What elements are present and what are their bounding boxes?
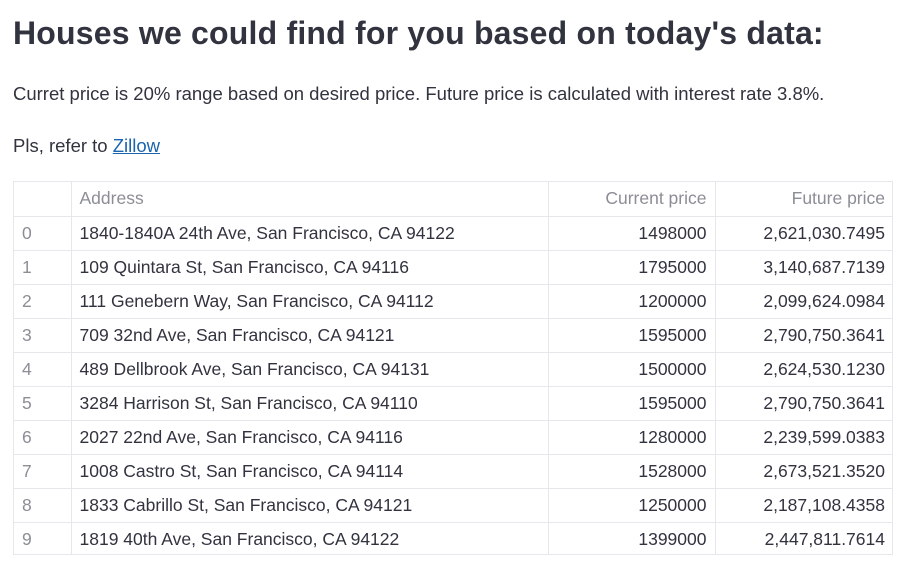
table-row[interactable]: 4 489 Dellbrook Ave, San Francisco, CA 94… [14, 352, 892, 387]
reference-line: Pls, refer to Zillow [13, 133, 160, 159]
row-index-cell[interactable]: 0 [14, 216, 72, 251]
table-row[interactable]: 2 111 Genebern Way, San Francisco, CA 941… [14, 284, 892, 319]
houses-grid: Address Current price Future price 0 1840… [14, 182, 892, 554]
row-index-cell[interactable]: 5 [14, 386, 72, 421]
address-cell[interactable]: 1833 Cabrillo St, San Francisco, CA 9412… [71, 488, 549, 523]
row-index-cell[interactable]: 4 [14, 352, 72, 387]
current-price-cell[interactable]: 1399000 [548, 522, 716, 554]
reference-prefix: Pls, refer to [13, 135, 113, 156]
current-price-column-header[interactable]: Current price [548, 182, 716, 217]
current-price-cell[interactable]: 1795000 [548, 250, 716, 285]
future-price-cell[interactable]: 2,673,521.3520 [715, 454, 892, 489]
table-row[interactable]: 8 1833 Cabrillo St, San Francisco, CA 941… [14, 488, 892, 523]
future-price-cell[interactable]: 2,099,624.0984 [715, 284, 892, 319]
houses-table[interactable]: Address Current price Future price 0 1840… [13, 181, 893, 555]
address-cell[interactable]: 1819 40th Ave, San Francisco, CA 94122 [71, 522, 549, 554]
future-price-cell[interactable]: 2,239,599.0383 [715, 420, 892, 455]
future-price-cell[interactable]: 2,790,750.3641 [715, 386, 892, 421]
table-row[interactable]: 1 109 Quintara St, San Francisco, CA 9411… [14, 250, 892, 285]
row-index-cell[interactable]: 2 [14, 284, 72, 319]
future-price-cell[interactable]: 2,624,530.1230 [715, 352, 892, 387]
table-row[interactable]: 6 2027 22nd Ave, San Francisco, CA 94116 1… [14, 420, 892, 455]
current-price-cell[interactable]: 1498000 [548, 216, 716, 251]
table-row[interactable]: 3 709 32nd Ave, San Francisco, CA 94121 15… [14, 318, 892, 353]
current-price-cell[interactable]: 1528000 [548, 454, 716, 489]
current-price-cell[interactable]: 1280000 [548, 420, 716, 455]
page-title: Houses we could find for you based on to… [13, 15, 824, 51]
table-row[interactable]: 9 1819 40th Ave, San Francisco, CA 94122 1… [14, 522, 892, 554]
zillow-link[interactable]: Zillow [112, 135, 161, 156]
future-price-cell[interactable]: 2,621,030.7495 [715, 216, 892, 251]
row-index-cell[interactable]: 6 [14, 420, 72, 455]
table-row[interactable]: 7 1008 Castro St, San Francisco, CA 94114… [14, 454, 892, 489]
current-price-cell[interactable]: 1200000 [548, 284, 716, 319]
row-index-cell[interactable]: 8 [14, 488, 72, 523]
future-price-column-header[interactable]: Future price [715, 182, 892, 217]
index-column-header[interactable] [14, 182, 72, 217]
future-price-cell[interactable]: 2,447,811.7614 [715, 522, 892, 554]
table-row[interactable]: 5 3284 Harrison St, San Francisco, CA 941… [14, 386, 892, 421]
address-cell[interactable]: 709 32nd Ave, San Francisco, CA 94121 [71, 318, 549, 353]
address-cell[interactable]: 2027 22nd Ave, San Francisco, CA 94116 [71, 420, 549, 455]
future-price-cell[interactable]: 2,790,750.3641 [715, 318, 892, 353]
address-cell[interactable]: 489 Dellbrook Ave, San Francisco, CA 941… [71, 352, 549, 387]
current-price-cell[interactable]: 1500000 [548, 352, 716, 387]
address-cell[interactable]: 109 Quintara St, San Francisco, CA 94116 [71, 250, 549, 285]
table-body: 0 1840-1840A 24th Ave, San Francisco, CA … [14, 216, 892, 554]
row-index-cell[interactable]: 1 [14, 250, 72, 285]
address-cell[interactable]: 3284 Harrison St, San Francisco, CA 9411… [71, 386, 549, 421]
future-price-cell[interactable]: 3,140,687.7139 [715, 250, 892, 285]
table-header-row: Address Current price Future price [14, 182, 892, 217]
row-index-cell[interactable]: 7 [14, 454, 72, 489]
address-cell[interactable]: 1840-1840A 24th Ave, San Francisco, CA 9… [71, 216, 549, 251]
address-cell[interactable]: 111 Genebern Way, San Francisco, CA 9411… [71, 284, 549, 319]
row-index-cell[interactable]: 9 [14, 522, 72, 554]
current-price-cell[interactable]: 1595000 [548, 318, 716, 353]
address-column-header[interactable]: Address [71, 182, 549, 217]
price-description: Curret price is 20% range based on desir… [13, 83, 825, 104]
address-cell[interactable]: 1008 Castro St, San Francisco, CA 94114 [71, 454, 549, 489]
table-row[interactable]: 0 1840-1840A 24th Ave, San Francisco, CA … [14, 216, 892, 251]
future-price-cell[interactable]: 2,187,108.4358 [715, 488, 892, 523]
current-price-cell[interactable]: 1595000 [548, 386, 716, 421]
current-price-cell[interactable]: 1250000 [548, 488, 716, 523]
row-index-cell[interactable]: 3 [14, 318, 72, 353]
